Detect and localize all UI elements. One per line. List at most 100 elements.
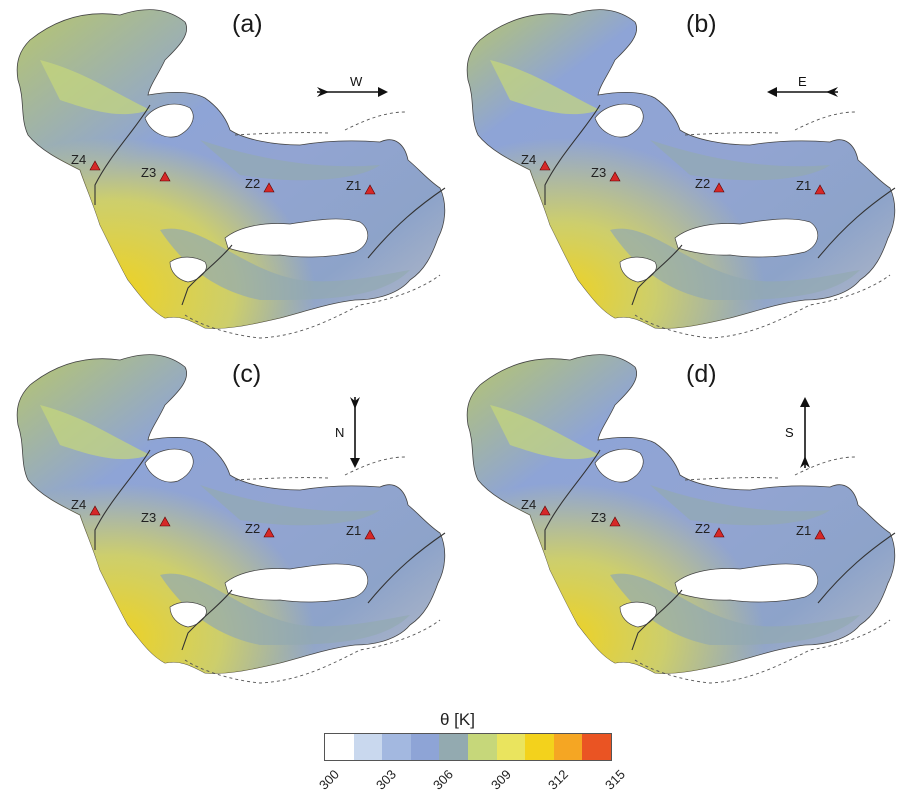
station-label-z4: Z4: [71, 152, 87, 167]
colorbar-tick-label: 306: [430, 766, 457, 793]
warm-region: [17, 9, 445, 329]
colorbar-cell: [410, 734, 440, 760]
dashed-boundary: [684, 477, 779, 481]
temperature-map-d: [466, 354, 896, 684]
temperature-band: [40, 60, 150, 115]
transect-line: [544, 449, 601, 550]
station-marker: [609, 171, 621, 182]
temperature-band: [650, 485, 830, 526]
station-marker: [713, 182, 725, 193]
transect-line: [544, 104, 601, 205]
transect-line: [94, 104, 151, 205]
transect-line: [817, 532, 896, 604]
water-body: [594, 448, 644, 483]
station-label-z3: Z3: [141, 510, 157, 525]
station-marker: [89, 505, 101, 516]
station-marker: [539, 505, 551, 516]
wind-label: W: [350, 74, 363, 89]
colorbar-cell: [467, 734, 497, 760]
dashed-boundary: [234, 477, 329, 481]
colorbar-cell: [382, 734, 411, 760]
temperature-band: [610, 228, 860, 300]
station-marker: [263, 182, 275, 193]
map-panel-c: Z1 Z2 Z3 Z4 N (c): [0, 345, 450, 690]
temperature-map-a: [16, 9, 446, 339]
dashed-boundary: [344, 456, 406, 476]
dashed-boundary: [794, 111, 856, 131]
station-marker: [364, 529, 376, 540]
colorbar-cell: [353, 734, 383, 760]
station-marker: [364, 184, 376, 195]
dashed-boundary: [794, 456, 856, 476]
station-label-z3: Z3: [591, 510, 607, 525]
dashed-boundary: [184, 619, 441, 684]
station-label-z4: Z4: [71, 497, 87, 512]
colorbar-tick-label: 315: [602, 766, 628, 793]
transect-line: [181, 589, 233, 651]
temperature-band: [490, 60, 600, 115]
transect-line: [817, 187, 896, 259]
warm-region: [467, 354, 895, 674]
temperature-band: [650, 140, 830, 181]
station-label-z2: Z2: [245, 176, 261, 191]
station-label-z4: Z4: [521, 152, 537, 167]
station-marker: [159, 171, 171, 182]
dashed-boundary: [634, 274, 891, 339]
dashed-boundary: [184, 274, 441, 339]
transect-line: [181, 244, 233, 306]
station-marker: [539, 160, 551, 171]
water-body: [594, 103, 644, 138]
temperature-map-c: [16, 354, 446, 684]
wind-label: S: [785, 425, 794, 440]
transect-line: [631, 244, 683, 306]
colorbar-tick-label: 312: [544, 766, 571, 793]
wind-label: N: [335, 425, 345, 440]
colorbar-title: θ [K]: [440, 710, 475, 729]
temperature-map-b: [466, 9, 896, 339]
station-label-z4: Z4: [521, 497, 537, 512]
map-panel-d: Z1 Z2 Z3 Z4 S (d): [450, 345, 900, 690]
colorbar-cell: [325, 734, 354, 760]
station-label-z1: Z1: [346, 178, 362, 193]
panel-label: (c): [232, 360, 262, 388]
transect-line: [94, 449, 151, 550]
transect-line: [631, 589, 683, 651]
map-panel-b: Z1 Z2 Z3 Z4 E (b): [450, 0, 900, 345]
dashed-boundary: [234, 132, 329, 136]
station-label-z1: Z1: [346, 523, 362, 538]
water-body: [224, 218, 368, 258]
water-body: [674, 563, 818, 603]
water-body: [224, 563, 368, 603]
temperature-band: [160, 228, 410, 300]
station-label-z2: Z2: [245, 521, 261, 536]
temperature-band: [40, 405, 150, 460]
warm-region: [467, 9, 895, 329]
transect-line: [367, 187, 446, 259]
station-marker: [263, 527, 275, 538]
station-marker: [89, 160, 101, 171]
temperature-band: [610, 573, 860, 645]
station-marker: [159, 516, 171, 527]
station-label-z2: Z2: [695, 521, 711, 536]
station-marker: [814, 529, 826, 540]
station-marker: [814, 184, 826, 195]
wind-label: E: [798, 74, 807, 89]
temperature-band: [200, 140, 380, 181]
station-label-z1: Z1: [796, 523, 812, 538]
station-marker: [609, 516, 621, 527]
temperature-band: [200, 485, 380, 526]
station-label-z1: Z1: [796, 178, 812, 193]
station-label-z3: Z3: [591, 165, 607, 180]
dashed-boundary: [344, 111, 406, 131]
colorbar: [324, 733, 612, 761]
colorbar-cell: [553, 734, 583, 760]
water-body: [674, 218, 818, 258]
map-panel-a: Z1 Z2 Z3 Z4 W (a): [0, 0, 450, 345]
colorbar-cell: [582, 734, 611, 760]
station-label-z2: Z2: [695, 176, 711, 191]
colorbar-tick-label: 303: [373, 766, 400, 793]
panel-label: (b): [686, 10, 717, 38]
colorbar-tick-label: 309: [487, 766, 514, 793]
dashed-boundary: [684, 132, 779, 136]
station-marker: [713, 527, 725, 538]
